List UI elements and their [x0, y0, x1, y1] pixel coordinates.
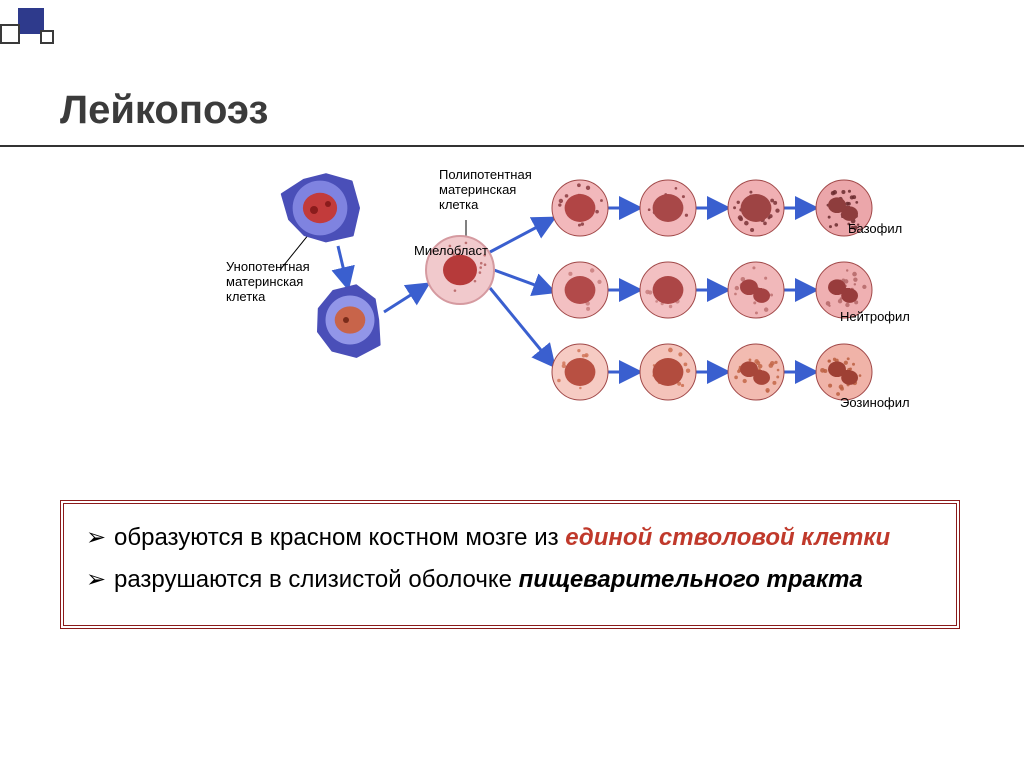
svg-text:Миелобласт: Миелобласт [414, 243, 488, 258]
summary-item: разрушаются в слизистой оболочке пищевар… [86, 564, 934, 596]
svg-text:Нейтрофил: Нейтрофил [840, 309, 910, 324]
svg-text:Полипотентнаяматеринскаяклетка: Полипотентнаяматеринскаяклетка [439, 170, 532, 212]
svg-text:Унопотентнаяматеринскаяклетка: Унопотентнаяматеринскаяклетка [226, 259, 310, 304]
slide-title: Лейкопоэз [60, 88, 268, 133]
svg-text:Эозинофил: Эозинофил [840, 395, 910, 410]
summary-item: образуются в красном костном мозге из ед… [86, 522, 934, 554]
slide: Лейкопоэз Полипотентнаяматеринскаяклетка… [0, 0, 1024, 768]
svg-text:Базофил: Базофил [848, 221, 902, 236]
corner-decoration [0, 0, 160, 60]
title-underline [0, 145, 1024, 147]
leukopoiesis-diagram: Полипотентнаяматеринскаяклетка Унопотентн… [160, 170, 980, 450]
summary-list: образуются в красном костном мозге из ед… [86, 522, 934, 597]
summary-box: образуются в красном костном мозге из ед… [60, 500, 960, 629]
